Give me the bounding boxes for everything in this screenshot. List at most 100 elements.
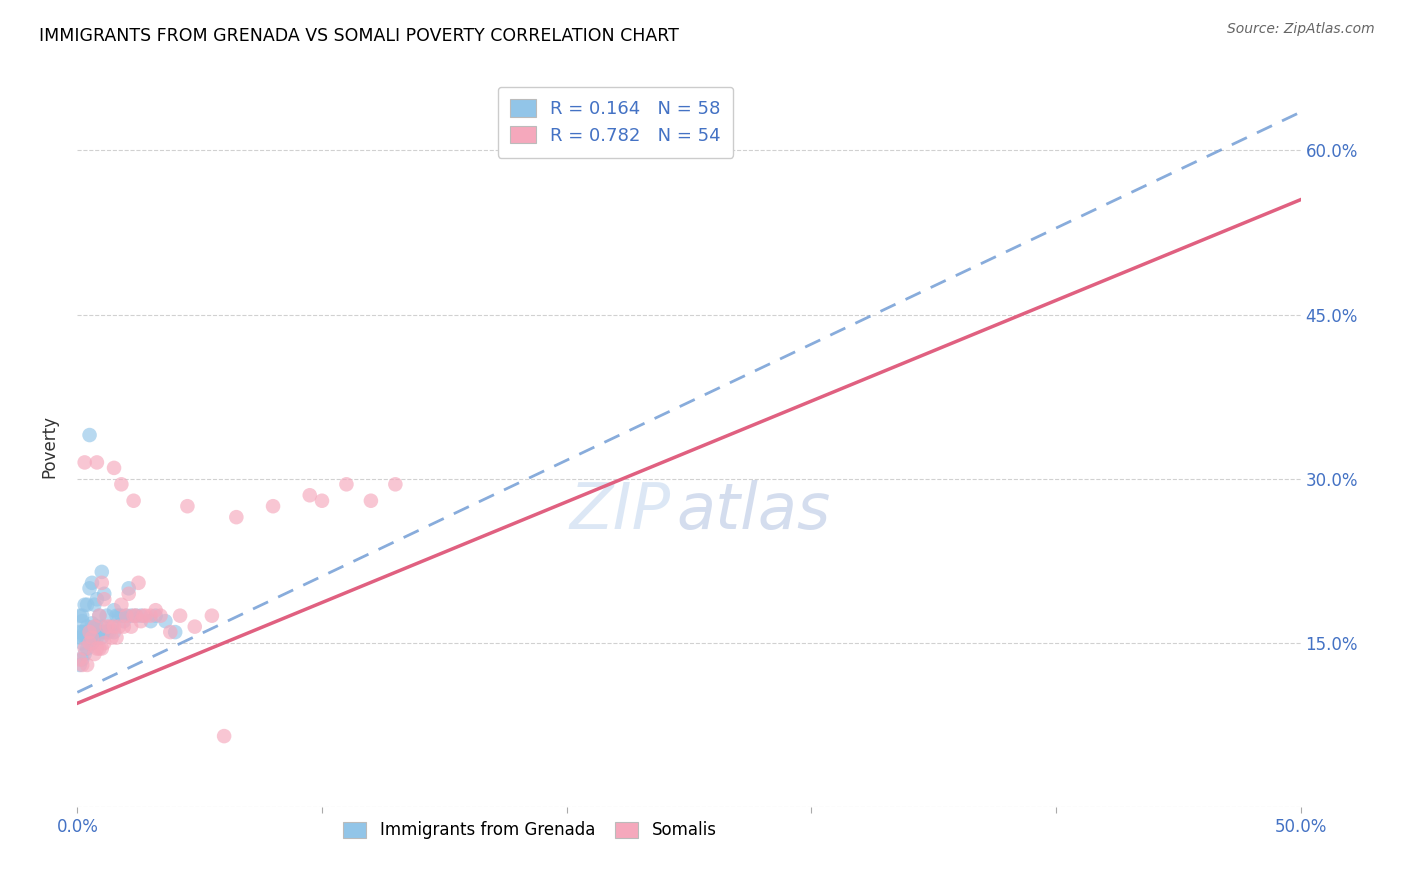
Point: [70, 636, 93, 650]
Point: [122, 608, 145, 623]
Point: [98, 625, 121, 640]
Point: [103, 625, 125, 640]
Point: [360, 493, 382, 508]
Point: [69, 625, 91, 640]
Point: [76, 641, 98, 656]
Point: [80, 575, 103, 590]
Point: [118, 587, 141, 601]
Text: atlas: atlas: [676, 480, 831, 542]
Point: [89, 625, 111, 640]
Point: [155, 614, 177, 628]
Point: [110, 477, 132, 491]
Point: [90, 619, 112, 633]
Point: [105, 631, 128, 645]
Point: [80, 616, 103, 631]
Point: [79, 625, 101, 640]
Point: [93, 636, 115, 650]
Point: [79, 636, 101, 650]
Point: [80, 631, 103, 645]
Point: [70, 608, 93, 623]
Point: [79, 631, 101, 645]
Point: [125, 608, 148, 623]
Point: [110, 598, 132, 612]
Point: [83, 619, 105, 633]
Point: [96, 608, 118, 623]
Point: [73, 598, 96, 612]
Point: [103, 619, 125, 633]
Point: [79, 625, 101, 640]
Point: [70, 652, 93, 666]
Point: [110, 608, 132, 623]
Point: [89, 608, 111, 623]
Point: [73, 455, 96, 469]
Point: [384, 477, 406, 491]
Point: [86, 641, 108, 656]
Point: [93, 625, 115, 640]
Point: [90, 575, 112, 590]
Point: [112, 614, 135, 628]
Point: [70, 657, 93, 672]
Point: [145, 608, 167, 623]
Point: [79, 428, 101, 442]
Point: [76, 598, 98, 612]
Point: [79, 582, 101, 596]
Point: [139, 608, 162, 623]
Point: [83, 598, 105, 612]
Point: [298, 488, 321, 502]
Point: [90, 565, 112, 579]
Point: [201, 608, 224, 623]
Point: [115, 608, 138, 623]
Point: [105, 608, 128, 623]
Point: [335, 477, 357, 491]
Point: [112, 619, 135, 633]
Point: [76, 657, 98, 672]
Point: [129, 608, 152, 623]
Point: [100, 619, 122, 633]
Point: [86, 619, 108, 633]
Legend: Immigrants from Grenada, Somalis: Immigrants from Grenada, Somalis: [336, 814, 724, 846]
Point: [73, 625, 96, 640]
Point: [86, 631, 108, 645]
Point: [83, 647, 105, 661]
Point: [69, 631, 91, 645]
Point: [159, 625, 181, 640]
Point: [225, 510, 247, 524]
Point: [70, 614, 93, 628]
Point: [108, 619, 131, 633]
Point: [132, 608, 155, 623]
Point: [127, 575, 149, 590]
Point: [86, 592, 108, 607]
Point: [311, 493, 333, 508]
Point: [73, 647, 96, 661]
Point: [120, 608, 142, 623]
Point: [98, 619, 121, 633]
Point: [90, 631, 112, 645]
Point: [90, 641, 112, 656]
Point: [139, 614, 162, 628]
Point: [96, 625, 118, 640]
Point: [125, 608, 148, 623]
Text: IMMIGRANTS FROM GRENADA VS SOMALI POVERTY CORRELATION CHART: IMMIGRANTS FROM GRENADA VS SOMALI POVERT…: [39, 27, 679, 45]
Point: [262, 500, 284, 514]
Point: [89, 608, 111, 623]
Point: [184, 619, 207, 633]
Point: [73, 641, 96, 656]
Point: [145, 603, 167, 617]
Point: [76, 619, 98, 633]
Point: [118, 582, 141, 596]
Point: [69, 652, 91, 666]
Point: [149, 608, 172, 623]
Point: [122, 493, 145, 508]
Point: [79, 636, 101, 650]
Point: [83, 619, 105, 633]
Point: [169, 608, 191, 623]
Point: [165, 625, 187, 640]
Point: [93, 587, 115, 601]
Point: [73, 631, 96, 645]
Point: [129, 614, 152, 628]
Point: [120, 619, 142, 633]
Point: [212, 729, 235, 743]
Point: [86, 455, 108, 469]
Point: [176, 500, 198, 514]
Point: [80, 636, 103, 650]
